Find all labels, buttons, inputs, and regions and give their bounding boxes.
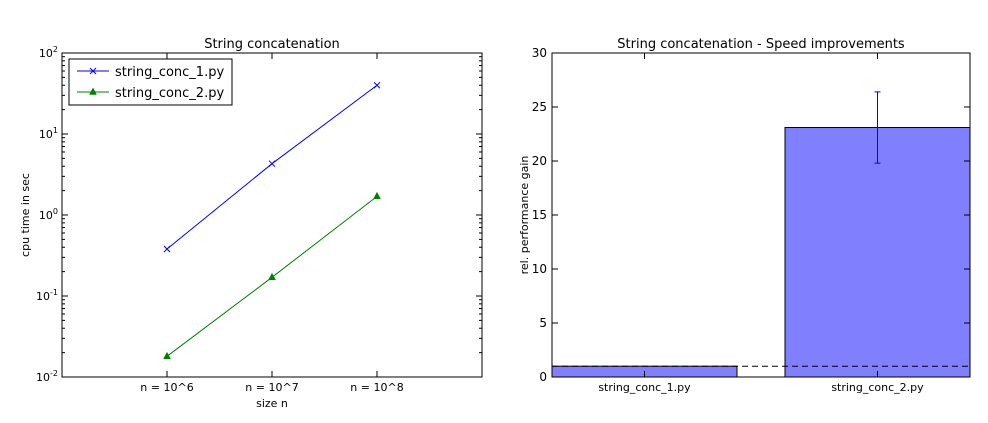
- legend-box: [68, 58, 233, 106]
- left-y-tick-exponent: -1: [50, 288, 58, 297]
- left-y-tick-label: 101: [39, 126, 58, 141]
- data-point-x-marker: [163, 245, 171, 253]
- left-x-tick-label: n = 10^8: [350, 381, 403, 394]
- legend: string_conc_1.py string_conc_2.py: [68, 58, 233, 106]
- legend-label-1: string_conc_1.py: [115, 65, 224, 80]
- data-point-triangle-marker: [89, 87, 97, 95]
- left-series: [163, 81, 381, 360]
- right-y-axis-label: rel. performance gain: [518, 156, 531, 275]
- data-point-triangle-marker: [268, 272, 276, 281]
- left-x-axis-label: size n: [256, 397, 288, 410]
- right-y-ticks: 0 5 10 15 20 25 30: [532, 46, 970, 384]
- bar-2: [784, 127, 971, 378]
- right-x-tick-label: string_conc_1.py: [598, 381, 691, 394]
- left-y-tick-exponent: 0: [53, 207, 58, 216]
- left-x-tick-label: n = 10^6: [140, 381, 193, 394]
- left-y-tick-label: 102: [39, 45, 58, 60]
- right-y-tick-label: 20: [532, 154, 547, 168]
- left-y-tick-exponent: -2: [50, 369, 58, 378]
- right-chart: String concatenation - Speed improvement…: [518, 37, 971, 394]
- right-x-tick-label: string_conc_2.py: [831, 381, 924, 394]
- right-bars: [551, 91, 971, 378]
- left-y-tick-label: 100: [39, 207, 58, 222]
- left-y-tick-label: 10-2: [36, 369, 58, 384]
- left-y-tick-exponent: 1: [53, 126, 58, 135]
- left-chart-title: String concatenation: [204, 37, 340, 52]
- right-y-tick-label: 15: [532, 208, 547, 222]
- right-y-tick-label: 30: [532, 46, 547, 60]
- right-y-tick-label: 5: [539, 316, 547, 330]
- data-point-x-marker: [89, 67, 97, 75]
- right-chart-title: String concatenation - Speed improvement…: [617, 37, 905, 52]
- right-y-tick-label: 0: [539, 370, 547, 384]
- data-point-x-marker: [268, 160, 276, 168]
- left-y-axis-label: cpu time in sec: [19, 173, 32, 257]
- left-x-ticks: n = 10^6 n = 10^7 n = 10^8: [140, 53, 404, 394]
- left-x-tick-label: n = 10^7: [245, 381, 298, 394]
- left-plot-frame: [61, 52, 483, 378]
- data-point-triangle-marker: [373, 191, 381, 200]
- left-y-tick-exponent: 2: [53, 45, 58, 54]
- data-point-x-marker: [373, 81, 381, 89]
- right-x-ticks: string_conc_1.py string_conc_2.py: [598, 53, 924, 394]
- right-y-tick-label: 25: [532, 100, 547, 114]
- data-point-triangle-marker: [163, 351, 171, 360]
- legend-label-2: string_conc_2.py: [115, 86, 224, 101]
- right-y-tick-label: 10: [532, 262, 547, 276]
- left-y-tick-label: 10-1: [36, 288, 58, 303]
